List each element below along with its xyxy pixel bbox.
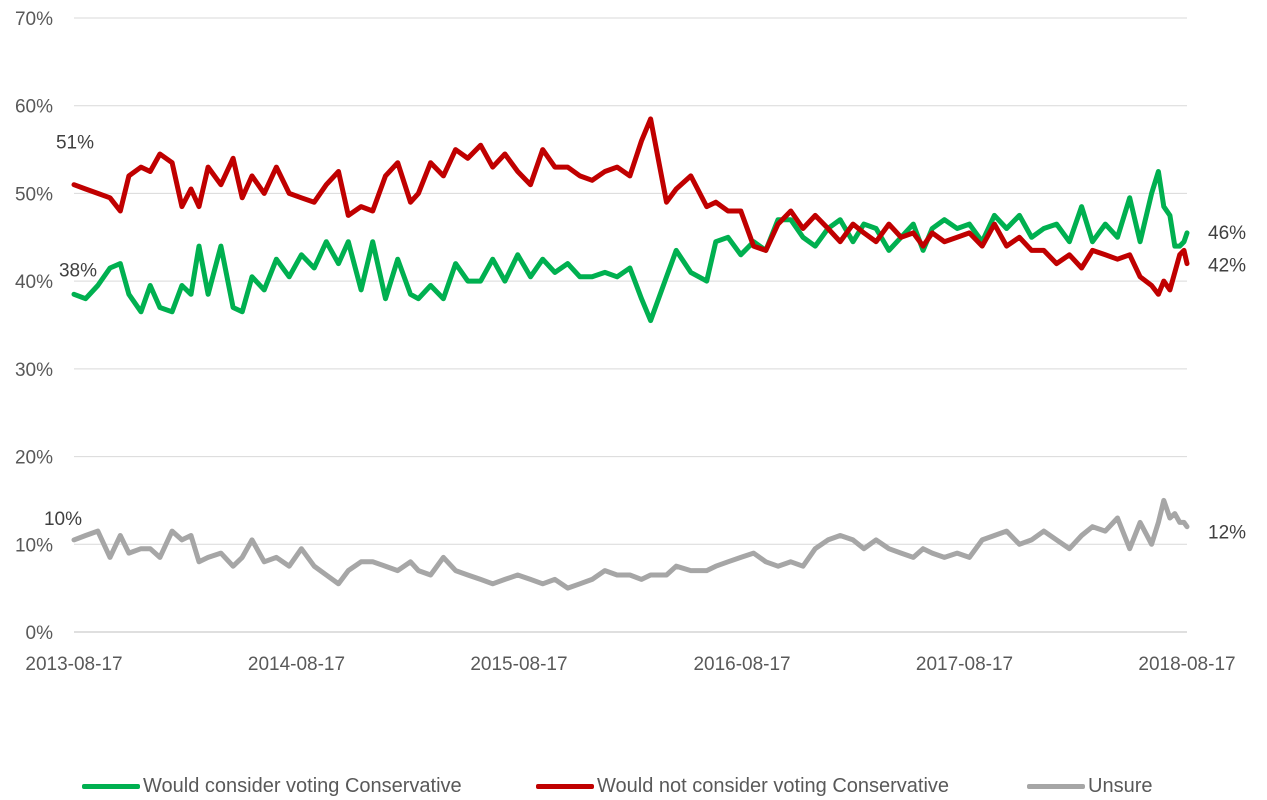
legend-swatch-consider [82,783,140,789]
x-tick-label: 2016-08-17 [693,654,790,675]
legend-item-unsure: Unsure [1027,772,1152,800]
legend: Would consider voting Conservative Would… [0,772,1267,800]
x-tick-label: 2018-08-17 [1138,654,1235,675]
series-line-not-consider [71,116,1190,297]
series-line-consider [71,169,1190,324]
y-tick-label: 0% [26,623,54,644]
y-tick-label: 40% [15,272,53,293]
legend-label-unsure: Unsure [1088,774,1153,797]
x-tick-label: 2017-08-17 [916,654,1013,675]
start-label-unsure: 10% [44,509,82,530]
start-label-not-consider: 51% [56,133,94,154]
x-tick-label: 2015-08-17 [470,654,567,675]
start-label-consider: 38% [59,260,97,281]
end-label-consider: 46% [1208,223,1246,244]
end-label-not-consider: 42% [1208,256,1246,277]
series-line-unsure [71,497,1190,591]
legend-swatch-unsure [1027,783,1085,789]
y-tick-label: 70% [15,9,53,30]
line-chart: 0% 10% 20% 30% 40% 50% 60% 70% 2013-08-17 2014-0… [15,9,1246,675]
y-tick-label: 30% [15,360,53,381]
legend-label-not-consider: Would not consider voting Conservative [597,774,950,797]
y-tick-label: 10% [15,535,53,556]
series-lines [71,116,1190,591]
end-label-unsure: 12% [1208,523,1246,544]
legend-label-consider: Would consider voting Conservative [143,774,462,797]
gridlines [74,17,1187,633]
legend-item-not-consider: Would not consider voting Conservative [536,772,949,800]
y-axis-ticks: 0% 10% 20% 30% 40% 50% 60% 70% [15,9,53,644]
legend-item-consider: Would consider voting Conservative [82,772,462,800]
y-tick-label: 20% [15,448,53,469]
y-tick-label: 60% [15,97,53,118]
legend-swatch-not-consider [536,783,594,789]
x-tick-label: 2013-08-17 [25,654,122,675]
data-labels: 38% 46% 51% 42% 10% 12% [44,133,1246,544]
x-axis-ticks: 2013-08-17 2014-08-17 2015-08-17 2016-08-17… [25,654,1235,675]
y-tick-label: 50% [15,184,53,205]
x-tick-label: 2014-08-17 [248,654,345,675]
